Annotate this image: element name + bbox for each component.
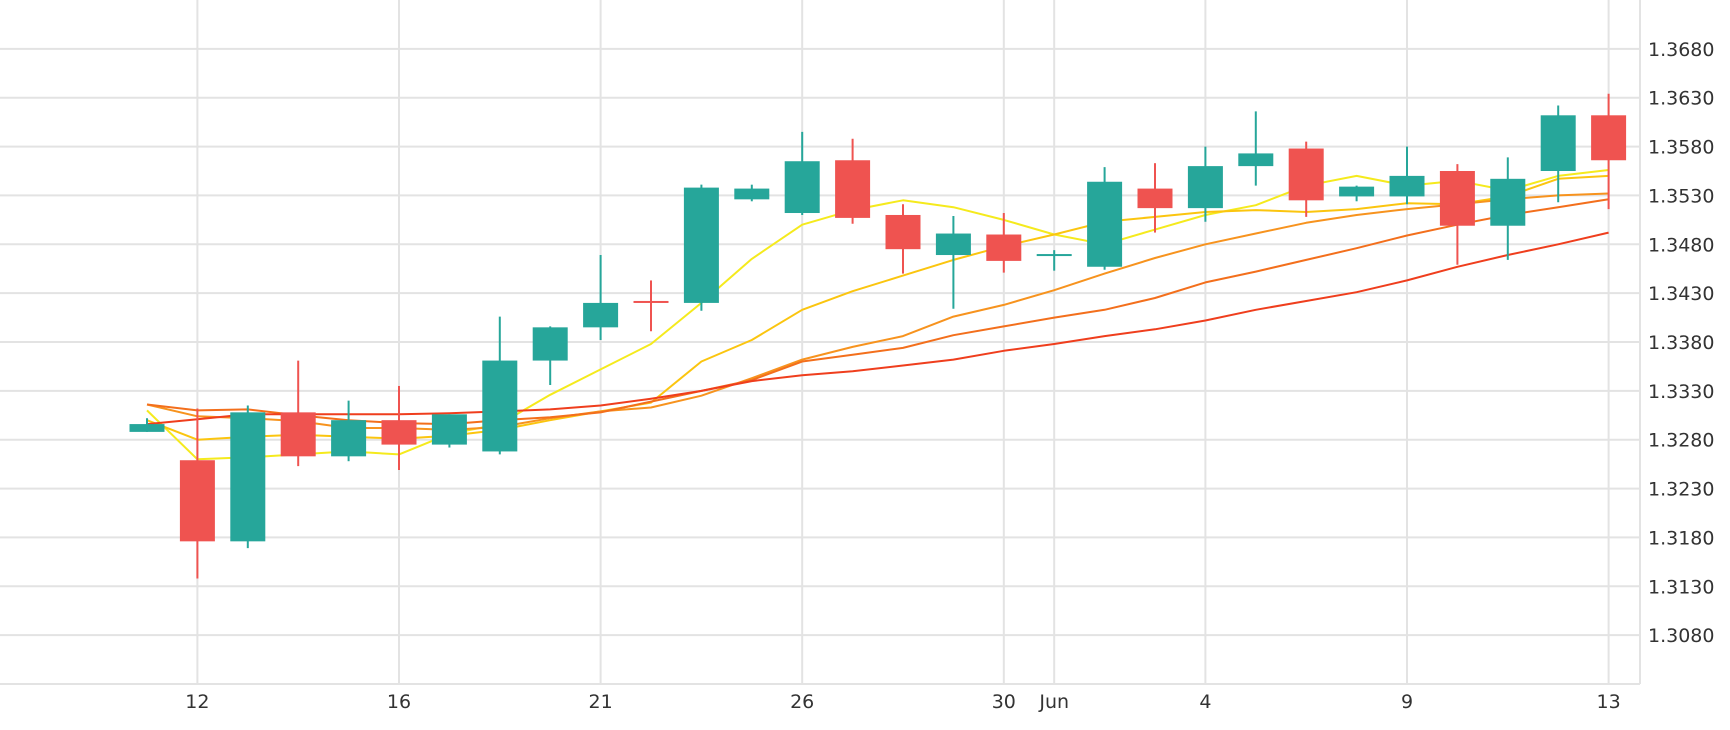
candle-19 <box>1036 250 1072 271</box>
candle-body <box>331 420 367 457</box>
candle-4 <box>280 360 316 467</box>
moving-average-line-1 <box>146 169 1609 461</box>
candle-body <box>1288 148 1324 201</box>
candle-body <box>1540 115 1576 171</box>
candle-30 <box>1591 93 1627 210</box>
candle-25 <box>1339 185 1375 202</box>
candle-body <box>633 300 669 303</box>
candle-body <box>179 460 215 542</box>
x-tick-label: 30 <box>992 691 1016 713</box>
moving-average-line-2 <box>146 174 1609 441</box>
candle-body <box>734 188 770 200</box>
x-tick-label: 4 <box>1199 691 1211 713</box>
candle-1 <box>129 418 165 432</box>
candle-body <box>1238 153 1274 167</box>
x-tick-label: 16 <box>387 691 411 713</box>
candle-3 <box>230 405 266 549</box>
x-tick-label: 26 <box>790 691 814 713</box>
candle-9 <box>532 326 568 385</box>
candle-body <box>129 424 165 432</box>
candle-body <box>835 160 871 218</box>
candle-body <box>1439 171 1475 226</box>
candle-16 <box>885 204 921 274</box>
candle-body <box>1087 181 1123 267</box>
candle-body <box>583 302 619 328</box>
candle-6 <box>381 385 417 471</box>
y-tick-label: 1.3330 <box>1648 381 1714 403</box>
y-tick-label: 1.3580 <box>1648 137 1714 159</box>
y-tick-label: 1.3530 <box>1648 185 1714 207</box>
candle-8 <box>482 316 518 455</box>
candle-14 <box>784 131 820 215</box>
candle-26 <box>1389 146 1425 205</box>
grid-layer <box>0 0 1640 684</box>
moving-average-layer <box>146 169 1609 461</box>
x-tick-label: 13 <box>1597 691 1621 713</box>
y-tick-label: 1.3480 <box>1648 234 1714 256</box>
candle-23 <box>1238 111 1274 186</box>
x-tick-label: Jun <box>1038 691 1069 713</box>
candle-29 <box>1540 105 1576 203</box>
candle-21 <box>1137 163 1173 233</box>
y-tick-label: 1.3180 <box>1648 527 1714 549</box>
candle-20 <box>1087 167 1123 270</box>
candle-27 <box>1439 164 1475 265</box>
y-tick-label: 1.3080 <box>1648 625 1714 647</box>
candle-body <box>1187 166 1223 209</box>
candle-body <box>1490 178 1526 226</box>
y-tick-label: 1.3430 <box>1648 283 1714 305</box>
candle-body <box>1339 186 1375 197</box>
candle-body <box>683 187 719 303</box>
candle-2 <box>179 408 215 579</box>
candle-body <box>1591 115 1627 161</box>
candle-17 <box>935 215 971 309</box>
candle-12 <box>683 184 719 311</box>
x-tick-label: 9 <box>1401 691 1413 713</box>
candle-22 <box>1187 146 1223 222</box>
candle-5 <box>331 400 367 462</box>
candle-body <box>230 412 266 542</box>
candle-body <box>1137 188 1173 209</box>
candle-body <box>784 161 820 214</box>
candle-body <box>885 214 921 250</box>
candle-body <box>431 414 467 445</box>
candle-28 <box>1490 157 1526 260</box>
candle-11 <box>633 280 669 332</box>
candle-15 <box>835 138 871 224</box>
x-tick-label: 12 <box>185 691 209 713</box>
candle-18 <box>986 213 1022 273</box>
moving-average-line-5 <box>146 231 1609 426</box>
candle-layer <box>129 93 1627 579</box>
candle-body <box>1036 254 1072 257</box>
y-tick-label: 1.3380 <box>1648 332 1714 354</box>
candle-10 <box>583 255 619 341</box>
y-tick-label: 1.3680 <box>1648 39 1714 61</box>
y-tick-label: 1.3130 <box>1648 576 1714 598</box>
y-tick-label: 1.3230 <box>1648 479 1714 501</box>
candle-body <box>935 233 971 256</box>
candle-13 <box>734 184 770 202</box>
y-tick-label: 1.3280 <box>1648 430 1714 452</box>
candle-body <box>1389 175 1425 197</box>
axis-layer <box>0 0 1641 685</box>
tick-label-layer: 1.3080 1.3130 1.3180 1.3230 1.3280 1.3330 1.33… <box>185 39 1714 713</box>
candle-body <box>532 327 568 361</box>
candle-body <box>482 360 518 452</box>
moving-average-line-3 <box>146 192 1609 431</box>
x-tick-label: 21 <box>589 691 613 713</box>
y-tick-label: 1.3630 <box>1648 88 1714 110</box>
candle-body <box>986 234 1022 261</box>
candle-body <box>381 420 417 445</box>
candle-body <box>280 412 316 457</box>
candle-7 <box>431 414 467 448</box>
candle-24 <box>1288 141 1324 217</box>
